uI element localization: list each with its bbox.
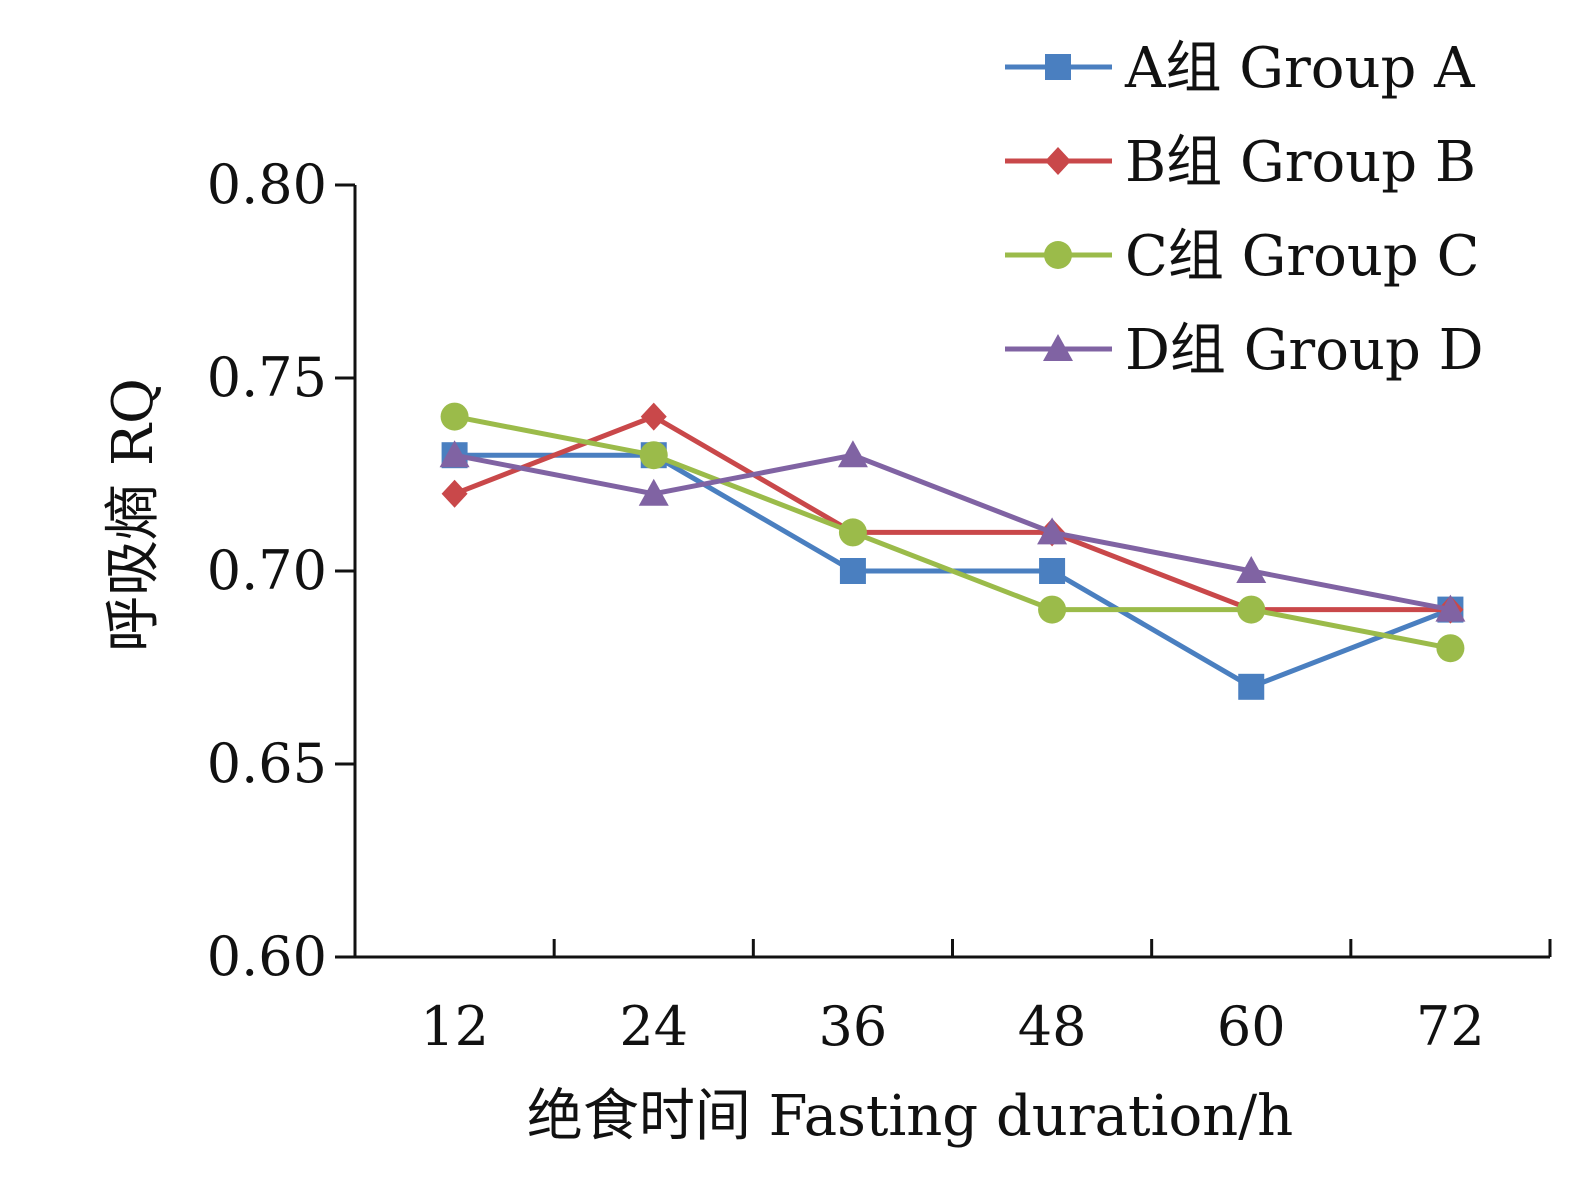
data-point [1038,595,1067,624]
data-point [1435,594,1466,622]
legend-marker [1045,54,1071,80]
series-triangle [439,440,1466,622]
series-diamond [441,402,1464,624]
y-tick-label: 0.60 [207,925,327,988]
x-tick-label: 60 [1217,995,1286,1058]
data-point [440,402,469,431]
legend-marker [1044,241,1072,269]
legend-label: D组 Group D [1125,318,1484,383]
data-point [441,479,468,508]
y-ticks: 0.60 0.65 0.70 0.75 0.80 [207,153,355,988]
x-tick-label: 72 [1416,995,1485,1058]
data-point [1236,556,1267,583]
x-axis-title: 绝食时间 Fasting duration/h [527,1084,1293,1149]
series-line [454,414,1451,651]
x-tick-label: 48 [1018,995,1087,1058]
data-point [838,518,867,547]
series-line [453,414,1451,613]
y-axis-title: 呼吸熵 RQ [101,378,166,652]
x-tick-label: 36 [819,995,888,1058]
legend-marker [1045,147,1071,175]
legend-item: C组 Group C [1005,224,1479,289]
data-point [837,440,868,468]
x-tick-label: 12 [420,995,489,1058]
legend-label: B组 Group B [1125,130,1476,195]
legend-label: C组 Group C [1125,224,1479,289]
series-circle [440,402,1465,663]
y-tick-label: 0.65 [207,732,327,795]
series-lines [439,402,1466,700]
data-point [1238,673,1265,700]
data-point [1037,517,1068,545]
data-point [1039,558,1066,584]
legend: A组 Group A B组 Group B C组 Group C D组 Group D [1005,36,1484,383]
x-ticks: 12 24 36 48 60 72 [420,939,1552,1058]
x-tick-label: 24 [619,995,688,1058]
legend-item: D组 Group D [1005,318,1484,383]
legend-item: B组 Group B [1005,130,1476,195]
y-tick-label: 0.75 [207,346,327,409]
legend-item: A组 Group A [1005,36,1475,101]
y-tick-label: 0.70 [207,539,327,602]
data-point [1436,634,1465,663]
data-point [439,440,470,468]
legend-marker [1043,334,1073,361]
data-point [640,402,667,431]
data-point [839,558,866,584]
y-tick-label: 0.80 [207,153,327,216]
series-line [454,452,1451,613]
data-point [638,478,669,506]
data-point [1237,595,1266,624]
legend-label: A组 Group A [1124,36,1475,101]
data-point [639,441,668,470]
